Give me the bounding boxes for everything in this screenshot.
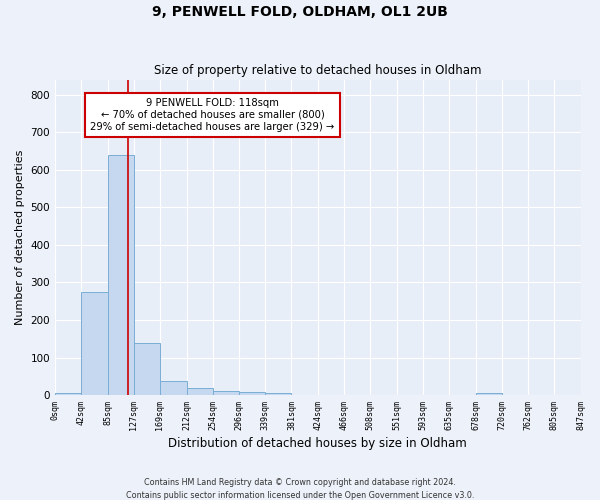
Y-axis label: Number of detached properties: Number of detached properties: [15, 150, 25, 325]
Title: Size of property relative to detached houses in Oldham: Size of property relative to detached ho…: [154, 64, 482, 77]
Bar: [160, 381, 187, 395]
Text: 9 PENWELL FOLD: 118sqm
← 70% of detached houses are smaller (800)
29% of semi-de: 9 PENWELL FOLD: 118sqm ← 70% of detached…: [91, 98, 335, 132]
Bar: [187, 388, 212, 395]
X-axis label: Distribution of detached houses by size in Oldham: Distribution of detached houses by size …: [169, 437, 467, 450]
Bar: [239, 392, 265, 395]
Bar: [108, 154, 134, 395]
Text: Contains HM Land Registry data © Crown copyright and database right 2024.
Contai: Contains HM Land Registry data © Crown c…: [126, 478, 474, 500]
Text: 9, PENWELL FOLD, OLDHAM, OL1 2UB: 9, PENWELL FOLD, OLDHAM, OL1 2UB: [152, 5, 448, 19]
Bar: [81, 292, 108, 395]
Bar: [476, 394, 502, 395]
Bar: [55, 394, 81, 395]
Bar: [134, 342, 160, 395]
Bar: [265, 394, 292, 395]
Bar: [212, 390, 239, 395]
